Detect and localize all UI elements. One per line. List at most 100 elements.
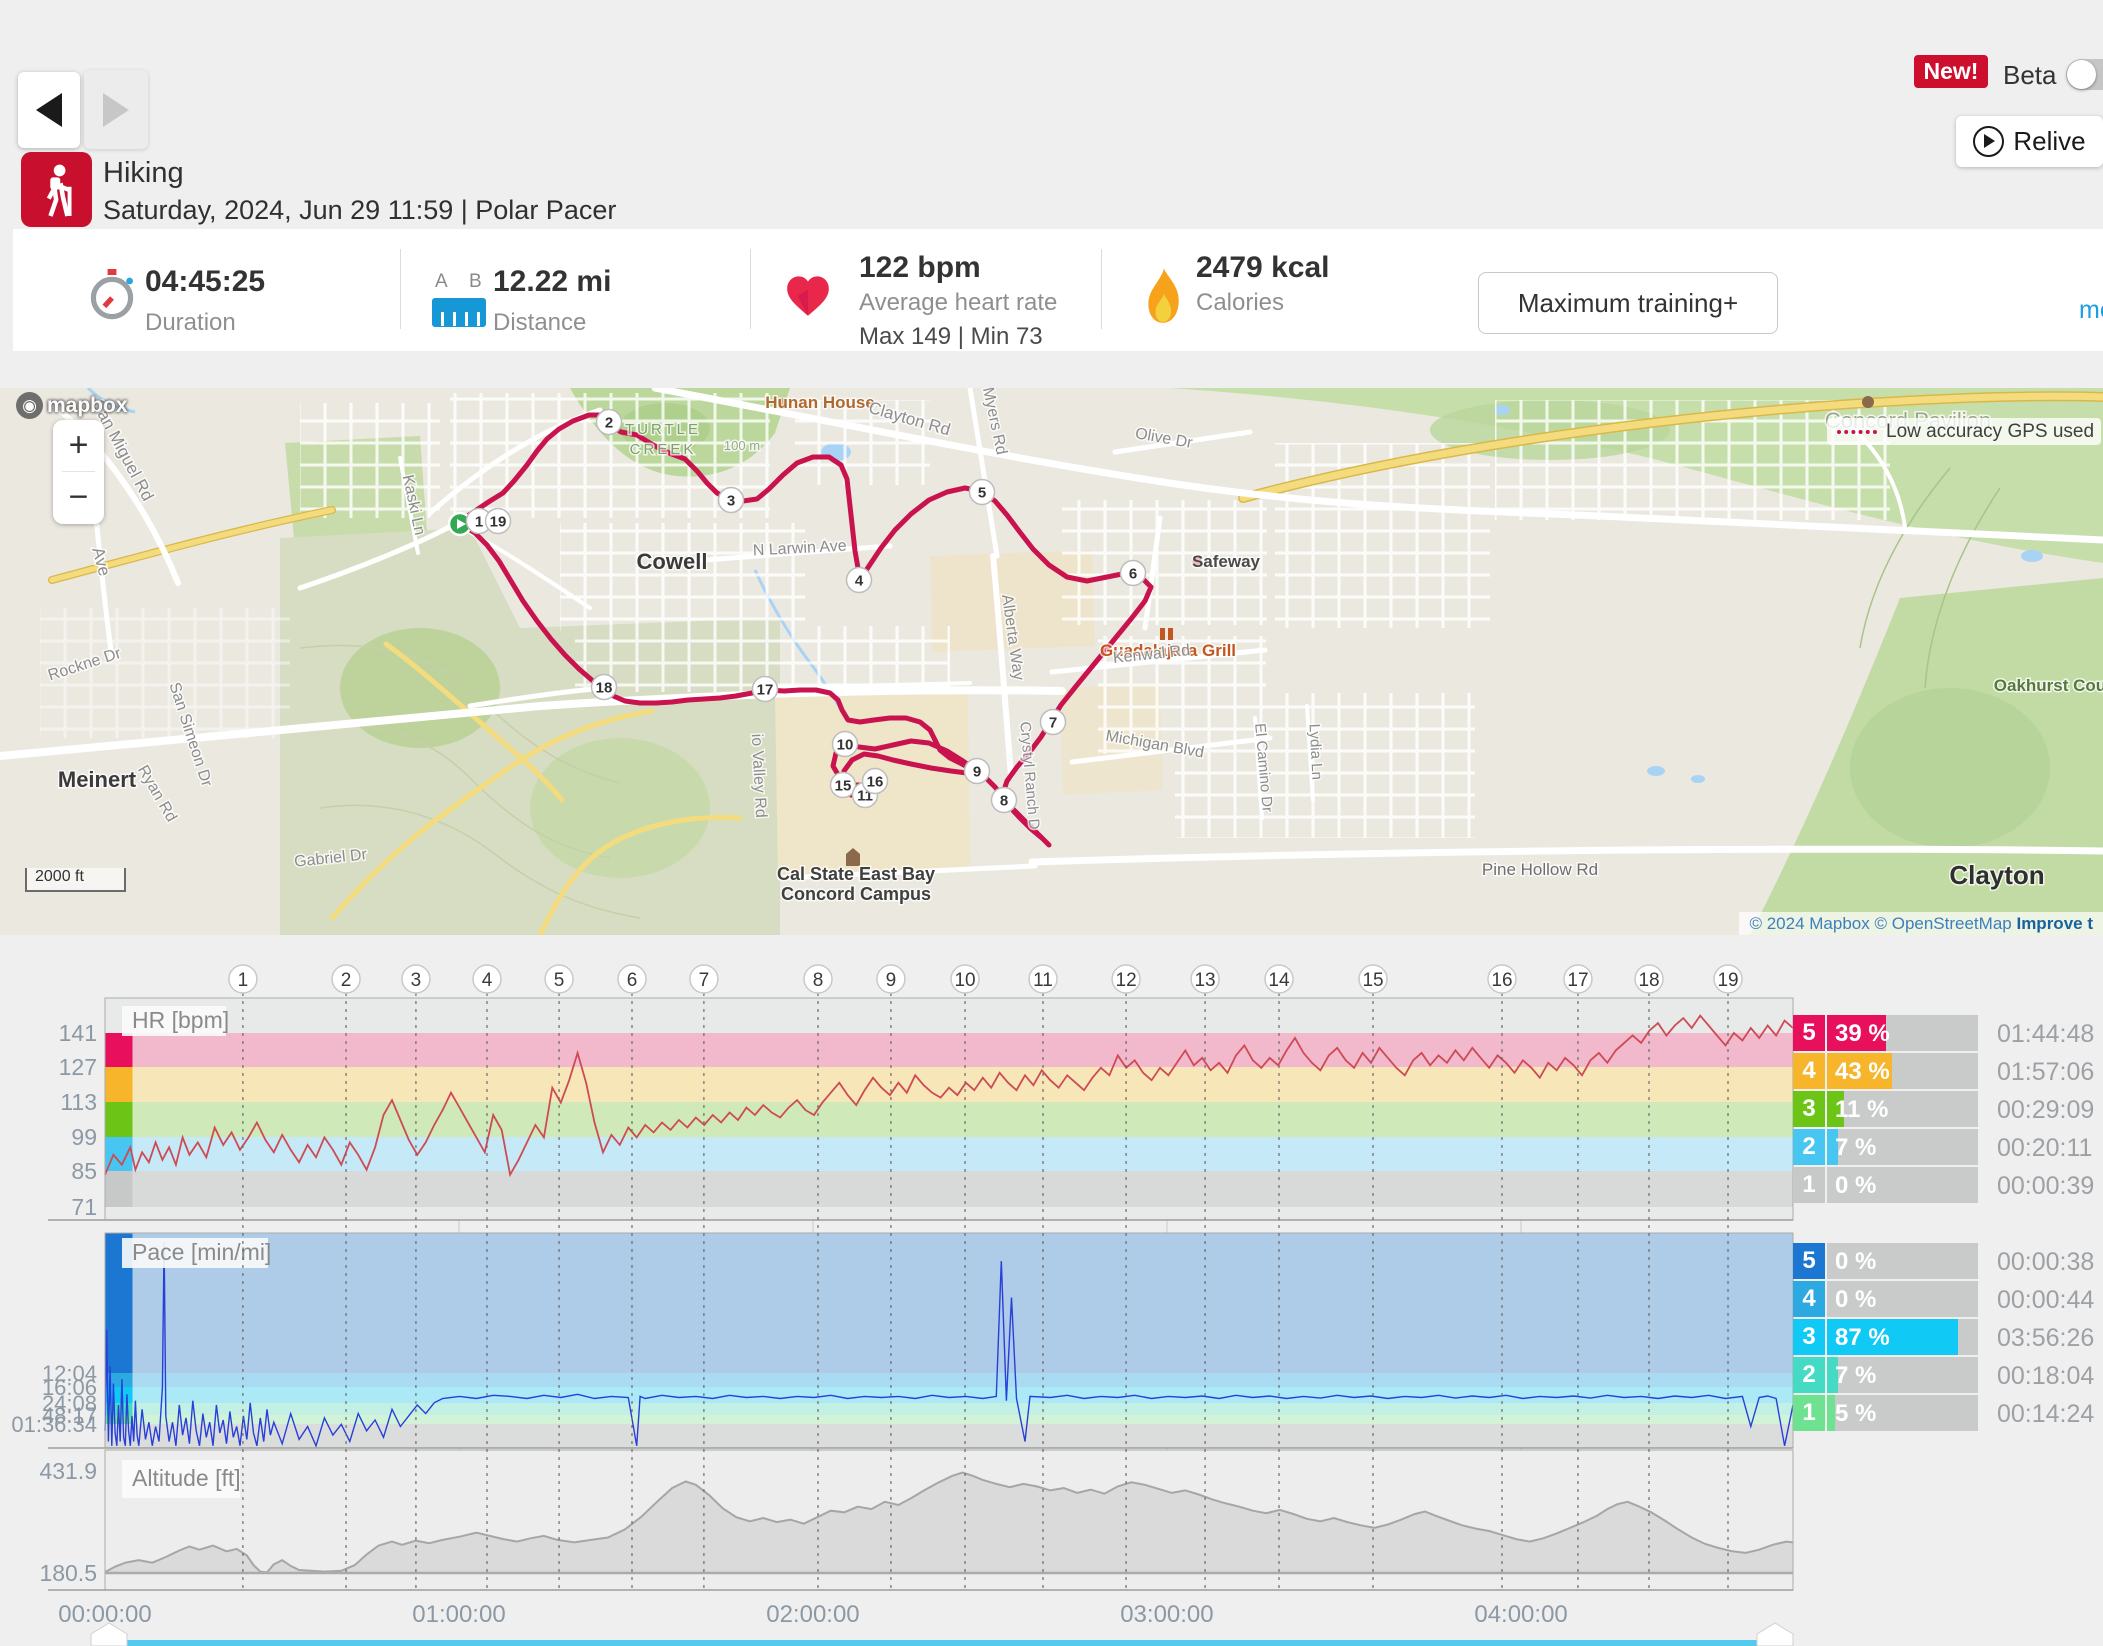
hr-zone-bar: 11 %: [1827, 1091, 1978, 1127]
pace-zone-percent: 5 %: [1835, 1400, 1877, 1427]
training-benefit-button[interactable]: Maximum training+: [1478, 272, 1778, 334]
time-axis-label: 04:00:00: [1474, 1601, 1567, 1628]
svg-text:2: 2: [605, 415, 613, 432]
hr-zone-time: 00:20:11: [1997, 1134, 2093, 1162]
pace-zone-band: [105, 1415, 1793, 1424]
mile-marker-chart: [1190, 964, 1220, 994]
pace-axis-label: 24:08: [42, 1391, 97, 1416]
svg-text:7: 7: [1049, 715, 1057, 732]
time-axis-label: 02:00:00: [766, 1601, 859, 1628]
mile-marker-chart: [1563, 964, 1593, 994]
mapbox-logo[interactable]: ◉ mapbox: [16, 392, 128, 419]
osm-attribution-link[interactable]: © OpenStreetMap: [1874, 914, 2012, 933]
svg-text:9: 9: [973, 764, 981, 781]
hr-zone-row: 1 0 % 00:00:39: [1793, 1167, 2094, 1203]
hr-zone-bar: 7 %: [1827, 1129, 1978, 1165]
altitude-area: [105, 1472, 1793, 1573]
mile-marker-number: 9: [886, 970, 897, 991]
hr-zone-number: 1: [1793, 1167, 1825, 1203]
pace-axis-label: 48:17: [42, 1403, 97, 1428]
mile-marker-number: 6: [627, 970, 638, 991]
pace-zone-row: 1 5 % 00:14:24: [1793, 1395, 2094, 1431]
pace-zone-percent: 0 %: [1835, 1286, 1877, 1313]
hr-zone-time: 01:57:06: [1997, 1058, 2095, 1086]
more-link[interactable]: mo: [2079, 296, 2103, 324]
mile-marker-map: 10: [831, 730, 859, 758]
hiker-icon: [46, 164, 72, 217]
zoom-in-button[interactable]: +: [68, 426, 89, 464]
gps-accuracy-legend: Low accuracy GPS used: [1827, 418, 2101, 445]
pace-axis-label: 16:06: [42, 1375, 97, 1400]
mile-marker-map: 16: [861, 767, 889, 795]
mile-marker-number: 13: [1194, 970, 1215, 991]
relive-button[interactable]: Relive: [1956, 116, 2103, 167]
mile-marker-chart: [1634, 964, 1664, 994]
altitude-axis-label: 431.9: [39, 1458, 97, 1484]
svg-text:17: 17: [757, 682, 774, 699]
svg-text:16: 16: [867, 774, 884, 791]
nav-back-button[interactable]: [18, 72, 80, 148]
mile-marker-map: 7: [1039, 708, 1067, 736]
flame-icon: [1148, 268, 1179, 323]
map-label: Myers Rd: [979, 388, 1010, 456]
pace-zone-row: 4 0 % 00:00:44: [1793, 1281, 2095, 1317]
hr-zone-chip: [105, 1102, 133, 1137]
mile-marker-number: 7: [699, 970, 710, 991]
time-axis-label: 03:00:00: [1120, 1601, 1213, 1628]
hr-zone-row: 3 11 % 00:29:09: [1793, 1091, 2095, 1127]
mile-marker-map: 2: [595, 408, 623, 436]
map-label: Hunan House: [765, 393, 875, 412]
map-poi-icons: [778, 396, 1874, 866]
altitude-axis-label: 180.5: [39, 1560, 97, 1586]
range-slider-handle[interactable]: [90, 1622, 128, 1646]
mile-marker-chart: [1264, 964, 1294, 994]
university-icon: [846, 854, 860, 866]
improve-map-link[interactable]: Improve t: [2016, 914, 2093, 933]
pace-zone-band: [105, 1387, 1793, 1403]
zoom-out-button[interactable]: −: [68, 478, 89, 516]
mile-marker-number: 16: [1491, 970, 1512, 991]
mile-marker-number: 5: [554, 970, 565, 991]
pace-zone-row: 5 0 % 00:00:38: [1793, 1243, 2095, 1279]
map-label: Concord Campus: [781, 884, 931, 904]
mile-marker-number: 3: [411, 970, 422, 991]
hr-zone-band: [105, 998, 1793, 1033]
hr-zone-row: 5 39 % 01:44:48: [1793, 1015, 2094, 1051]
range-slider-handle[interactable]: [1756, 1622, 1794, 1646]
mile-marker-chart: [1358, 964, 1388, 994]
mile-marker-chart: [401, 964, 431, 994]
mile-marker-map: 15: [829, 771, 857, 799]
mapbox-attribution-link[interactable]: © 2024 Mapbox: [1749, 914, 1870, 933]
pace-zone-row: 3 87 % 03:56:26: [1793, 1319, 2094, 1355]
hr-axis-label: 127: [59, 1054, 97, 1080]
svg-text:8: 8: [1000, 793, 1008, 810]
map-label: 100 m: [724, 438, 760, 453]
hr-axis-label: 71: [71, 1194, 97, 1220]
mile-marker-map: 6: [1119, 559, 1147, 587]
hr-zone-time: 00:29:09: [1997, 1096, 2095, 1124]
activity-datetime: Saturday, 2024, Jun 29 11:59 | Polar Pac…: [103, 195, 617, 225]
hr-zone-bar: 43 %: [1827, 1053, 1978, 1089]
hr-zone-chip: [105, 1033, 133, 1067]
hr-zone-number: 2: [1793, 1129, 1825, 1165]
hr-zone-band: [105, 1102, 1793, 1137]
mile-marker-map: 5: [968, 478, 996, 506]
mile-marker-chart: [617, 964, 647, 994]
route-map[interactable]: 2 3 4 5 6 7 8 9 10 15 11 16 17 18 1 19 San Miguel Rd Ave…: [0, 388, 2103, 935]
mile-marker-chart: [1028, 964, 1058, 994]
mile-marker-chart: [472, 964, 502, 994]
play-circle-icon: [1973, 126, 2005, 157]
hr-zone-row: 2 7 % 00:20:11: [1793, 1129, 2093, 1165]
pace-zone-time: 00:00:44: [1997, 1286, 2095, 1314]
mile-marker-map: 8: [990, 786, 1018, 814]
nav-forward-button[interactable]: [84, 70, 148, 149]
mile-marker-map: 18: [590, 673, 618, 701]
back-arrow-icon: [36, 93, 62, 127]
hunan-house-icon: [778, 398, 786, 406]
beta-toggle[interactable]: [2066, 59, 2103, 90]
pace-zone-time: 00:00:38: [1997, 1248, 2095, 1276]
mile-marker-number: 8: [813, 970, 824, 991]
pace-zone-bar: 7 %: [1827, 1357, 1978, 1393]
range-slider-track[interactable]: [109, 1640, 1775, 1646]
